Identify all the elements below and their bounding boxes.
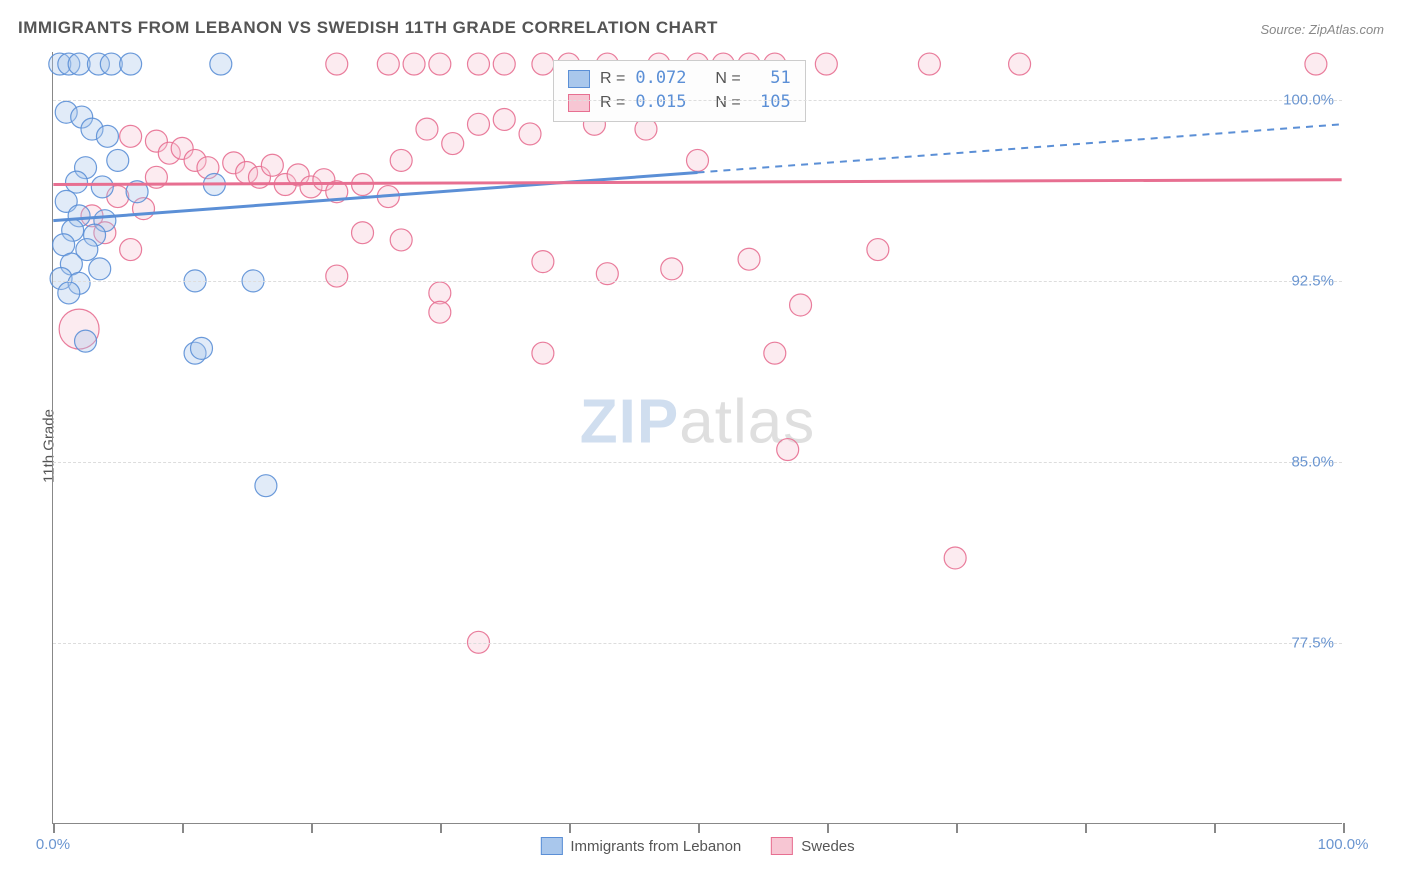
x-tick-label: 0.0% xyxy=(36,836,70,853)
x-tick xyxy=(1085,823,1087,833)
legend-swatch xyxy=(568,70,590,88)
swedes-point xyxy=(120,125,142,147)
y-tick-label: 77.5% xyxy=(1291,635,1334,652)
swedes-point xyxy=(352,222,374,244)
lebanon-point xyxy=(75,330,97,352)
lebanon-trendline-extrapolated xyxy=(698,124,1342,172)
legend-r-value: 0.015 xyxy=(635,91,686,115)
swedes-point xyxy=(403,53,425,75)
x-tick xyxy=(698,823,700,833)
x-tick xyxy=(827,823,829,833)
swedes-point xyxy=(764,342,786,364)
swedes-point xyxy=(532,251,554,273)
legend-n-label: N = xyxy=(715,92,740,114)
swedes-point xyxy=(467,113,489,135)
swedes-point xyxy=(416,118,438,140)
lebanon-point xyxy=(68,53,90,75)
y-tick-label: 92.5% xyxy=(1291,273,1334,290)
legend-swatch xyxy=(771,837,793,855)
legend-swatch xyxy=(568,94,590,112)
y-tick-label: 85.0% xyxy=(1291,454,1334,471)
legend-n-label: N = xyxy=(715,68,740,90)
swedes-point xyxy=(815,53,837,75)
swedes-point xyxy=(687,149,709,171)
lebanon-point xyxy=(96,125,118,147)
legend-row-lebanon: R = 0.072 N = 51 xyxy=(568,67,791,91)
lebanon-point xyxy=(58,282,80,304)
swedes-point xyxy=(493,108,515,130)
swedes-point xyxy=(377,53,399,75)
x-tick-label: 100.0% xyxy=(1318,836,1369,853)
chart-title: IMMIGRANTS FROM LEBANON VS SWEDISH 11TH … xyxy=(18,18,718,38)
y-tick-label: 100.0% xyxy=(1283,92,1334,109)
swedes-point xyxy=(532,53,554,75)
swedes-point xyxy=(738,248,760,270)
swedes-point xyxy=(442,133,464,155)
correlation-legend-box: R = 0.072 N = 51 R = 0.015 N = 105 xyxy=(553,60,806,122)
swedes-point xyxy=(429,301,451,323)
x-tick xyxy=(956,823,958,833)
swedes-point xyxy=(326,53,348,75)
swedes-point xyxy=(661,258,683,280)
lebanon-point xyxy=(53,234,75,256)
x-tick xyxy=(311,823,313,833)
lebanon-point xyxy=(107,149,129,171)
gridline xyxy=(53,281,1342,282)
lebanon-point xyxy=(191,337,213,359)
lebanon-point xyxy=(100,53,122,75)
bottom-legend-item-lebanon: Immigrants from Lebanon xyxy=(540,837,741,855)
legend-swatch xyxy=(540,837,562,855)
gridline xyxy=(53,100,1342,101)
swedes-point xyxy=(918,53,940,75)
chart-container: IMMIGRANTS FROM LEBANON VS SWEDISH 11TH … xyxy=(0,0,1406,892)
x-tick xyxy=(1214,823,1216,833)
legend-n-value: 51 xyxy=(751,67,791,91)
swedes-point xyxy=(1009,53,1031,75)
bottom-legend-label: Immigrants from Lebanon xyxy=(570,838,741,855)
swedes-point xyxy=(120,239,142,261)
gridline xyxy=(53,462,1342,463)
legend-n-value: 105 xyxy=(751,91,791,115)
swedes-point xyxy=(261,154,283,176)
swedes-point xyxy=(493,53,515,75)
lebanon-point xyxy=(210,53,232,75)
legend-r-label: R = xyxy=(600,68,625,90)
source-attribution: Source: ZipAtlas.com xyxy=(1260,22,1384,37)
swedes-point xyxy=(532,342,554,364)
x-tick xyxy=(440,823,442,833)
swedes-point xyxy=(326,265,348,287)
x-tick xyxy=(53,823,55,833)
legend-r-value: 0.072 xyxy=(635,67,686,91)
lebanon-point xyxy=(89,258,111,280)
swedes-point xyxy=(390,229,412,251)
swedes-point xyxy=(467,53,489,75)
x-tick xyxy=(182,823,184,833)
gridline xyxy=(53,643,1342,644)
series-legend: Immigrants from Lebanon Swedes xyxy=(540,837,854,855)
swedes-point xyxy=(390,149,412,171)
bottom-legend-label: Swedes xyxy=(801,838,854,855)
lebanon-point xyxy=(91,176,113,198)
swedes-point xyxy=(867,239,889,261)
legend-row-swedes: R = 0.015 N = 105 xyxy=(568,91,791,115)
swedes-point xyxy=(1305,53,1327,75)
x-tick xyxy=(569,823,571,833)
swedes-point xyxy=(777,439,799,461)
swedes-point xyxy=(429,53,451,75)
swedes-point xyxy=(790,294,812,316)
scatter-plot-svg xyxy=(53,52,1342,823)
swedes-point xyxy=(944,547,966,569)
lebanon-point xyxy=(120,53,142,75)
x-tick xyxy=(1343,823,1345,833)
swedes-point xyxy=(519,123,541,145)
bottom-legend-item-swedes: Swedes xyxy=(771,837,854,855)
plot-area: ZIPatlas R =0.072 N = 51R =0.015 N = 105… xyxy=(52,52,1342,824)
lebanon-point xyxy=(66,171,88,193)
legend-r-label: R = xyxy=(600,92,625,114)
lebanon-point xyxy=(255,475,277,497)
